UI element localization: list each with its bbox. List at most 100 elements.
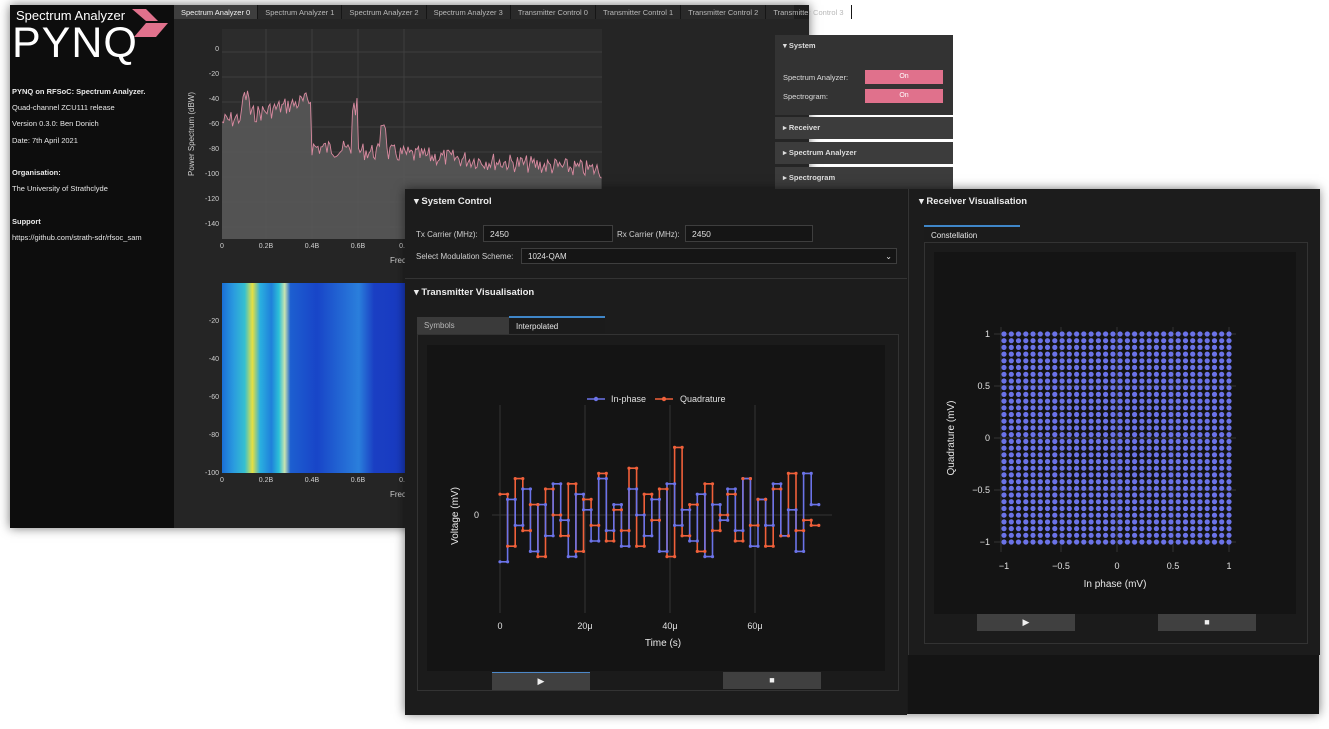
constellation-point xyxy=(1052,452,1058,458)
legend-quadrature-marker xyxy=(661,396,667,402)
constellation-point xyxy=(1124,385,1130,391)
constellation-point xyxy=(1023,532,1029,538)
constellation-point xyxy=(1161,338,1167,344)
constellation-point xyxy=(1015,492,1022,498)
constellation-point xyxy=(1059,526,1065,532)
constellation-point xyxy=(1197,371,1203,377)
inphase-point xyxy=(506,497,510,501)
constellation-point xyxy=(1110,512,1116,518)
quadrature-point xyxy=(718,529,722,533)
tab-interpolated[interactable]: Interpolated xyxy=(509,316,605,333)
constellation-point xyxy=(1168,512,1174,518)
constellation-point xyxy=(1219,378,1225,384)
constellation-point xyxy=(1015,331,1022,337)
constellation-point xyxy=(1008,351,1014,357)
spectrogram-toggle[interactable]: On xyxy=(865,89,943,103)
tx-stop-button[interactable]: ■ xyxy=(723,672,821,689)
tab-transmitter-control-0[interactable]: Transmitter Control 0 xyxy=(511,5,596,19)
constellation-point xyxy=(1197,445,1203,451)
spectrogram-ytick: -40 xyxy=(209,356,219,363)
constellation-point xyxy=(1219,344,1225,350)
constellation-point xyxy=(1088,398,1094,404)
constellation-point xyxy=(1095,398,1101,404)
inphase-point xyxy=(635,487,639,491)
constellation-point xyxy=(1226,526,1232,532)
constellation-point xyxy=(1190,338,1196,344)
inphase-point xyxy=(581,508,586,512)
constellation-point xyxy=(1110,472,1116,478)
inphase-point xyxy=(589,539,593,543)
constellation-point xyxy=(1066,479,1072,485)
tab-spectrum-analyzer-0[interactable]: Spectrum Analyzer 0 xyxy=(174,5,259,19)
constellation-point xyxy=(1153,458,1159,465)
constellation-point xyxy=(1110,445,1116,451)
accordion-system-header[interactable]: ▾ System xyxy=(783,41,816,50)
constellation-point xyxy=(1161,458,1167,465)
constellation-point xyxy=(1074,358,1080,364)
tx-carrier-input[interactable]: 2450 xyxy=(483,225,613,242)
constellation-point xyxy=(1168,519,1174,525)
constellation-point xyxy=(1153,452,1159,458)
constellation-point xyxy=(1161,438,1167,444)
tab-constellation[interactable]: Constellation xyxy=(924,225,1020,242)
constellation-point xyxy=(1182,472,1189,478)
constellation-point xyxy=(1139,519,1145,525)
modulation-select[interactable]: 1024-QAM ⌄ xyxy=(521,248,897,264)
tab-symbols[interactable]: Symbols xyxy=(417,317,509,334)
constellation-point xyxy=(1211,344,1218,350)
constellation-point xyxy=(1132,331,1138,337)
accordion-receiver[interactable]: ▸ Receiver xyxy=(775,117,953,139)
tab-spectrum-analyzer-2[interactable]: Spectrum Analyzer 2 xyxy=(342,5,427,19)
tab-transmitter-control-1[interactable]: Transmitter Control 1 xyxy=(596,5,682,19)
constellation-point xyxy=(1139,539,1145,545)
constellation-point xyxy=(1110,479,1116,485)
legend-inphase-label: In-phase xyxy=(611,394,646,404)
tab-transmitter-control-2[interactable]: Transmitter Control 2 xyxy=(681,5,767,19)
spectrum-analyzer-toggle[interactable]: On xyxy=(865,70,943,84)
constellation-point xyxy=(1001,499,1007,505)
rx-carrier-input[interactable]: 2450 xyxy=(685,225,813,242)
constellation-point xyxy=(1059,411,1065,418)
quadrature-point xyxy=(764,497,768,501)
constellation-point xyxy=(1124,378,1130,384)
constellation-point xyxy=(1182,425,1189,431)
tab-transmitter-control-3[interactable]: Transmitter Control 3 xyxy=(766,5,852,19)
transmitter-receiver-window: ▾ System Control Tx Carrier (MHz): 2450 … xyxy=(405,189,1320,715)
constellation-point xyxy=(1037,425,1043,431)
constellation-point xyxy=(1132,519,1138,525)
accordion-spectrum-analyzer[interactable]: ▸ Spectrum Analyzer xyxy=(775,142,953,164)
constellation-point xyxy=(1037,371,1043,377)
constellation-point xyxy=(1110,452,1116,458)
tx-play-button[interactable]: ▶ xyxy=(492,672,590,690)
accordion-spectrogram[interactable]: ▸ Spectrogram xyxy=(775,167,953,189)
constellation-point xyxy=(1226,331,1232,337)
constellation-point xyxy=(1117,505,1123,512)
receiver-vis-header[interactable]: ▾ Receiver Visualisation xyxy=(919,196,1028,207)
constellation-point xyxy=(1211,505,1218,512)
support-link[interactable]: https://github.com/strath-sdr/rfsoc_sam xyxy=(12,233,142,242)
constellation-point xyxy=(1226,358,1232,364)
constellation-point xyxy=(1052,445,1058,451)
constellation-point xyxy=(1190,485,1196,491)
quadrature-point xyxy=(756,523,760,527)
constellation-point xyxy=(1001,479,1007,485)
inphase-point xyxy=(642,513,646,517)
constellation-point xyxy=(1124,371,1130,377)
constellation-point xyxy=(1117,438,1123,444)
constellation-point xyxy=(1074,519,1080,525)
constellation-point xyxy=(1204,385,1210,391)
rx-stop-button[interactable]: ■ xyxy=(1158,614,1256,631)
spectrogram-ytick: -20 xyxy=(209,318,219,325)
constellation-point xyxy=(1081,485,1087,491)
spectrum-xlabel: Freque xyxy=(390,256,416,265)
tab-spectrum-analyzer-1[interactable]: Spectrum Analyzer 1 xyxy=(258,5,343,19)
constellation-point xyxy=(1088,378,1094,384)
quadrature-point xyxy=(809,518,813,522)
tab-spectrum-analyzer-3[interactable]: Spectrum Analyzer 3 xyxy=(427,5,511,19)
system-control-header[interactable]: ▾ System Control xyxy=(414,196,492,207)
rx-play-button[interactable]: ▶ xyxy=(977,614,1075,631)
spectrum-ylabel: Power Spectrum (dBW) xyxy=(187,92,196,176)
constellation-point xyxy=(1037,532,1043,538)
constellation-point xyxy=(1030,445,1036,451)
transmitter-vis-header[interactable]: ▾ Transmitter Visualisation xyxy=(414,287,535,298)
